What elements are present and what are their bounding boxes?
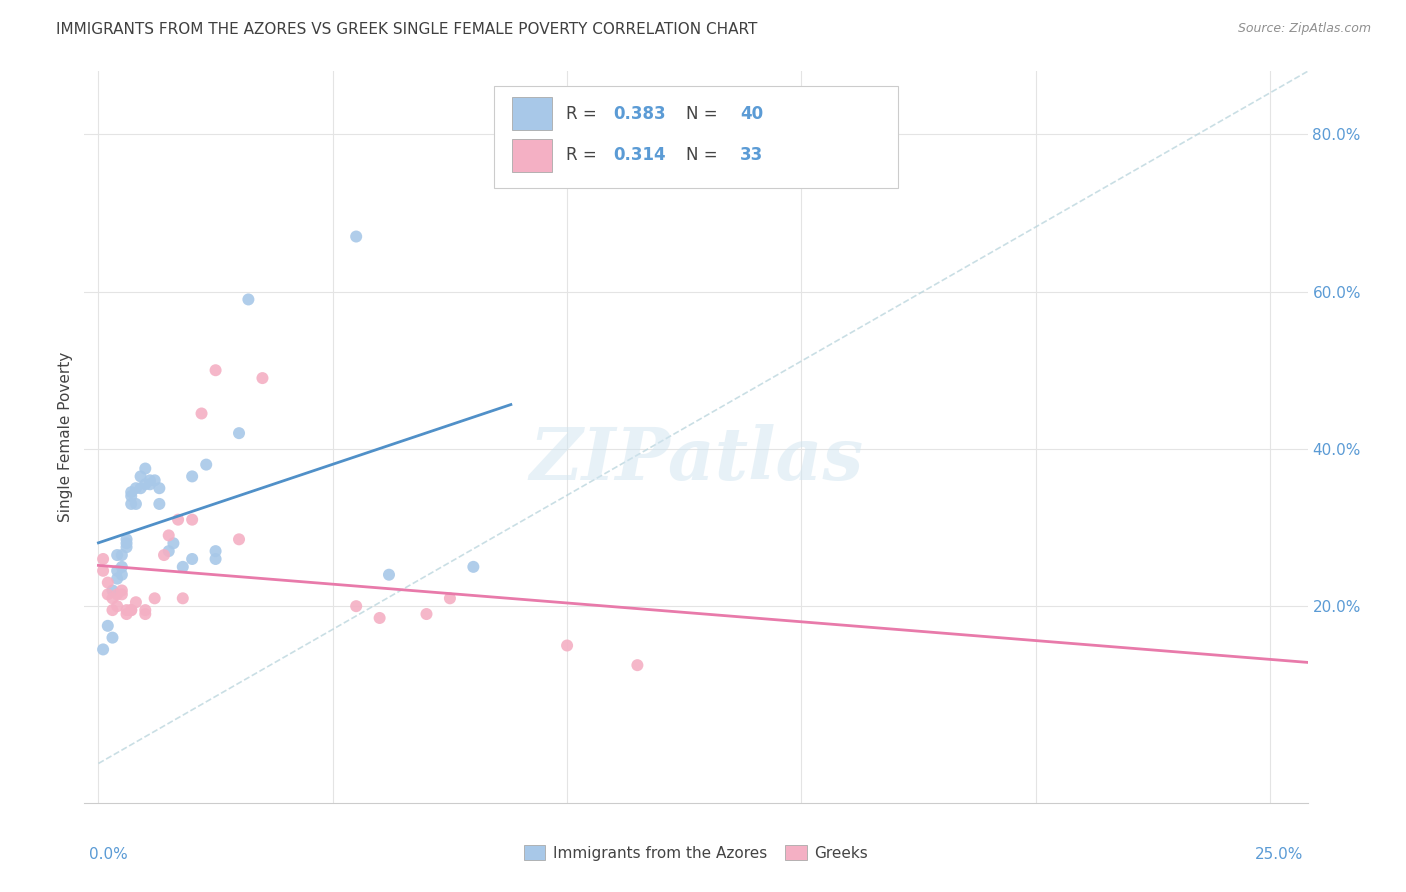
Text: 40: 40 (740, 104, 763, 123)
Point (195, 458, 218, 472)
Point (228, 426, 250, 441)
Point (125, 497, 148, 511)
Point (120, 497, 142, 511)
Point (105, 587, 128, 601)
Point (91, 642, 114, 657)
Y-axis label: Single Female Poverty: Single Female Poverty (58, 352, 73, 522)
Point (148, 497, 170, 511)
Point (120, 603, 142, 617)
Point (115, 607, 138, 621)
Point (148, 481, 170, 495)
Point (626, 658, 648, 673)
Point (97, 619, 120, 633)
Point (125, 481, 148, 495)
Point (415, 607, 437, 621)
Point (97, 587, 120, 601)
Point (463, 559, 485, 574)
Point (105, 548, 128, 562)
Point (153, 548, 176, 562)
Point (204, 363, 226, 377)
Point (134, 603, 156, 617)
Point (105, 599, 128, 614)
Text: N =: N = (686, 146, 723, 164)
Point (157, 528, 180, 542)
FancyBboxPatch shape (494, 86, 898, 188)
Point (91, 552, 114, 566)
Point (439, 591, 461, 606)
Point (111, 548, 134, 562)
Point (181, 552, 204, 566)
Point (120, 603, 142, 617)
Text: R =: R = (567, 146, 602, 164)
Point (134, 461, 156, 475)
Point (120, 489, 142, 503)
Point (139, 477, 162, 491)
Point (91, 564, 114, 578)
Text: IMMIGRANTS FROM THE AZORES VS GREEK SINGLE FEMALE POVERTY CORRELATION CHART: IMMIGRANTS FROM THE AZORES VS GREEK SING… (56, 22, 758, 37)
Point (111, 583, 134, 598)
Point (172, 591, 194, 606)
Point (143, 473, 166, 487)
Point (134, 477, 156, 491)
Point (97, 575, 120, 590)
Point (115, 540, 138, 554)
Text: N =: N = (686, 104, 723, 123)
Point (204, 544, 226, 558)
Point (101, 631, 124, 645)
Point (368, 611, 391, 625)
Point (111, 587, 134, 601)
Point (204, 552, 226, 566)
Point (125, 595, 148, 609)
Text: 0.383: 0.383 (613, 104, 665, 123)
Point (228, 533, 250, 547)
Point (111, 567, 134, 582)
Text: 33: 33 (740, 146, 763, 164)
Text: Source: ZipAtlas.com: Source: ZipAtlas.com (1237, 22, 1371, 36)
Point (111, 559, 134, 574)
Point (344, 229, 367, 244)
Point (129, 481, 152, 495)
Point (378, 567, 401, 582)
Point (101, 603, 124, 617)
Bar (513, 139, 551, 172)
Point (143, 591, 166, 606)
Point (115, 536, 138, 550)
Point (167, 513, 190, 527)
Point (238, 293, 260, 307)
Point (162, 536, 184, 550)
Text: R =: R = (567, 104, 602, 123)
Point (101, 591, 124, 606)
Point (190, 407, 212, 421)
Text: 25.0%: 25.0% (1254, 847, 1303, 862)
Point (172, 559, 194, 574)
Point (120, 485, 142, 500)
Point (129, 469, 152, 483)
Point (252, 371, 274, 385)
Point (105, 572, 128, 586)
Point (115, 533, 138, 547)
Legend: Immigrants from the Azores, Greeks: Immigrants from the Azores, Greeks (524, 846, 868, 861)
Point (181, 469, 204, 483)
Point (101, 583, 124, 598)
Text: ZIPatlas: ZIPatlas (529, 424, 863, 494)
Text: 0.314: 0.314 (613, 146, 665, 164)
Point (555, 639, 578, 653)
Point (115, 603, 138, 617)
Text: 0.0%: 0.0% (89, 847, 128, 862)
Bar (513, 97, 551, 130)
Point (344, 599, 367, 614)
Point (181, 513, 204, 527)
Point (134, 607, 156, 621)
Point (139, 473, 162, 487)
Point (157, 544, 180, 558)
Point (105, 564, 128, 578)
